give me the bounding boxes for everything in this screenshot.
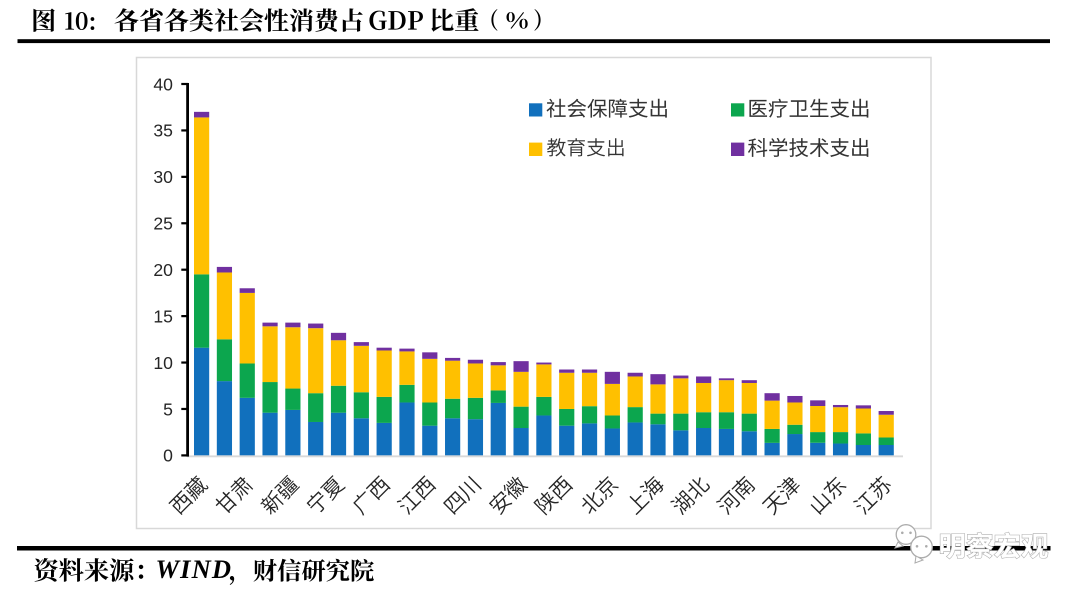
svg-text:25: 25 — [153, 214, 173, 234]
svg-text:30: 30 — [153, 167, 173, 187]
svg-text:10: 10 — [153, 353, 173, 373]
svg-text:WIND: WIND — [156, 554, 233, 584]
svg-text:40: 40 — [153, 74, 173, 94]
svg-text:0: 0 — [163, 446, 173, 466]
svg-text:15: 15 — [153, 306, 173, 326]
svg-text:5: 5 — [163, 399, 173, 419]
svg-text:20: 20 — [153, 260, 173, 280]
svg-text:35: 35 — [153, 121, 173, 141]
